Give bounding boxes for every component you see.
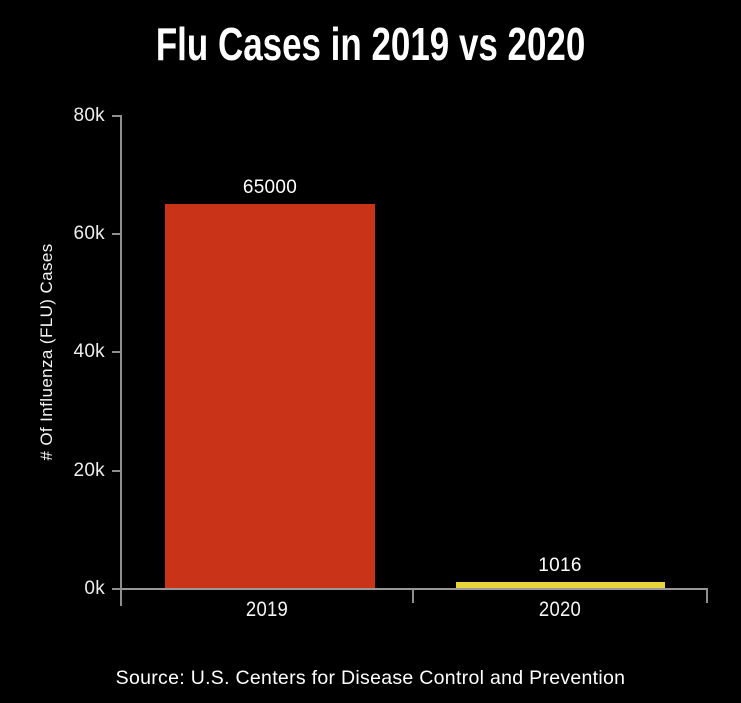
chart-title: Flu Cases in 2019 vs 2020 [0,18,741,70]
y-tick-label-60k: 60k [73,223,105,244]
y-tick-label-20k: 20k [73,460,105,481]
chart-title-text: Flu Cases in 2019 vs 2020 [155,18,586,70]
x-tick-mark-left [120,589,122,603]
y-tick-mark-40k [112,351,122,353]
bar-2019 [165,204,375,588]
y-tick-label-80k: 80k [73,105,105,126]
bar-value-label-2019: 65000 [242,177,298,198]
x-axis-line [113,588,708,590]
y-tick-label-40k: 40k [73,341,105,362]
bar-2020 [456,582,665,588]
y-tick-mark-0k [112,588,122,590]
x-tick-mark-middle [412,589,414,603]
y-axis-line [120,116,122,606]
bar-value-label-2020: 1016 [538,555,582,576]
x-category-label-2019: 2019 [245,598,289,621]
source-caption: Source: U.S. Centers for Disease Control… [115,667,626,689]
x-tick-mark-right [706,589,708,603]
x-category-label-2020: 2020 [538,598,582,621]
y-tick-mark-80k [112,115,122,117]
y-tick-mark-60k [112,233,122,235]
y-tick-mark-20k [112,470,122,472]
y-tick-label-0k: 0k [84,578,105,599]
